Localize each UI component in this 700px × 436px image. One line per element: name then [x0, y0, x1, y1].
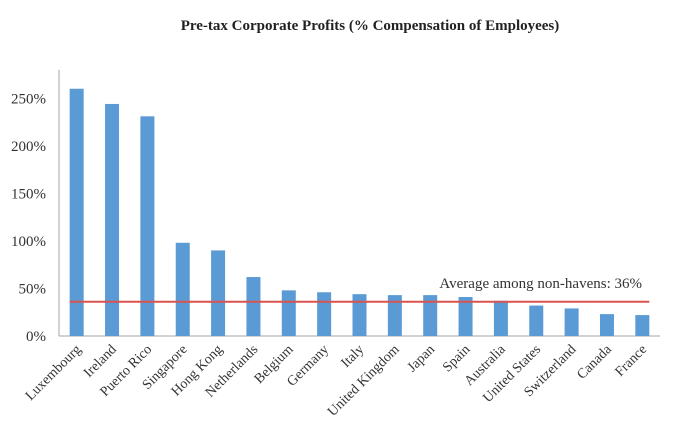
bar-spain [458, 297, 473, 336]
bar-belgium [281, 290, 296, 336]
x-tick-label: France [613, 342, 651, 380]
bar-australia [493, 300, 508, 336]
bar-canada [599, 314, 614, 336]
bar-singapore [175, 242, 190, 336]
bar-japan [423, 295, 438, 336]
bar-hong-kong [211, 250, 226, 336]
bar-italy [352, 294, 367, 336]
y-tick-label: 100% [11, 234, 46, 250]
y-tick-label: 0% [26, 329, 46, 345]
chart-title: Pre-tax Corporate Profits (% Compensatio… [181, 18, 560, 34]
bar-france [635, 315, 650, 336]
bar-germany [317, 292, 332, 336]
x-tick-label: Luxembourg [23, 342, 85, 404]
reference-line-group: Average among non-havens: 36% [69, 276, 650, 303]
bar-netherlands [246, 277, 261, 336]
y-tick-label: 250% [11, 91, 46, 107]
bars [69, 88, 650, 337]
bar-ireland [105, 103, 120, 337]
average-annotation: Average among non-havens: 36% [439, 276, 642, 292]
y-axis: 0% 50% 100% 150% 200% 250% [11, 69, 660, 345]
x-tick-label: Canada [575, 342, 616, 383]
bar-switzerland [564, 308, 579, 336]
bar-united-states [529, 305, 544, 336]
y-tick-label: 200% [11, 139, 46, 155]
x-tick-label: Japan [405, 342, 438, 375]
bar-luxembourg [69, 88, 84, 337]
x-tick-label: Italy [339, 342, 368, 371]
bar-united-kingdom [387, 295, 402, 336]
bar-puerto-rico [140, 116, 155, 336]
y-tick-label: 150% [11, 186, 46, 202]
x-tick-label: Spain [440, 342, 473, 375]
y-tick-label: 50% [19, 281, 47, 297]
